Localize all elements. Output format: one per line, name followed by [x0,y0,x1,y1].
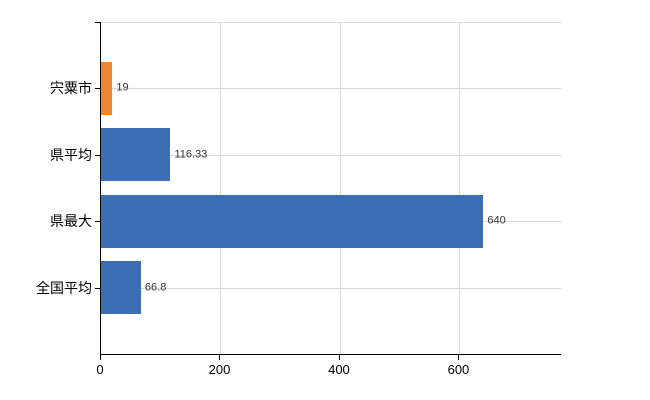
x-tick-label: 400 [328,362,350,377]
y-tick-mark [95,22,100,23]
x-tick-label: 600 [447,362,470,377]
vertical-gridline [459,22,461,354]
horizontal-gridline [101,154,561,156]
category-label-全国平均: 全国平均 [36,279,92,296]
value-label: 116.33 [174,148,208,161]
value-label: 640 [487,214,506,227]
x-tick-mark [458,355,460,360]
horizontal-gridline [101,287,561,289]
bar-宍粟市[interactable] [101,61,113,115]
category-label-宍粟市: 宍粟市 [50,80,92,97]
x-tick-label: 200 [208,362,231,377]
bar-全国平均[interactable] [101,261,141,315]
x-tick-label: 0 [96,362,104,377]
x-tick-mark [100,355,101,360]
y-tick-mark [95,221,100,223]
value-label: 19 [116,81,129,94]
y-tick-mark [95,287,100,289]
bar-県最大[interactable] [101,194,484,248]
vertical-gridline [220,22,222,354]
horizontal-gridline [101,88,561,90]
horizontal-gridline [101,22,561,23]
bar-県平均[interactable] [101,128,171,182]
x-tick-mark [338,355,340,360]
y-tick-mark [95,88,100,90]
value-label: 66.8 [144,281,167,294]
category-label-県最大: 県最大 [50,213,92,230]
y-tick-mark [95,154,100,156]
vertical-gridline [339,22,341,354]
plot-area: 19 116.33 640 66.8 [100,22,561,355]
category-label-県平均: 県平均 [50,146,92,163]
x-tick-mark [219,355,221,360]
